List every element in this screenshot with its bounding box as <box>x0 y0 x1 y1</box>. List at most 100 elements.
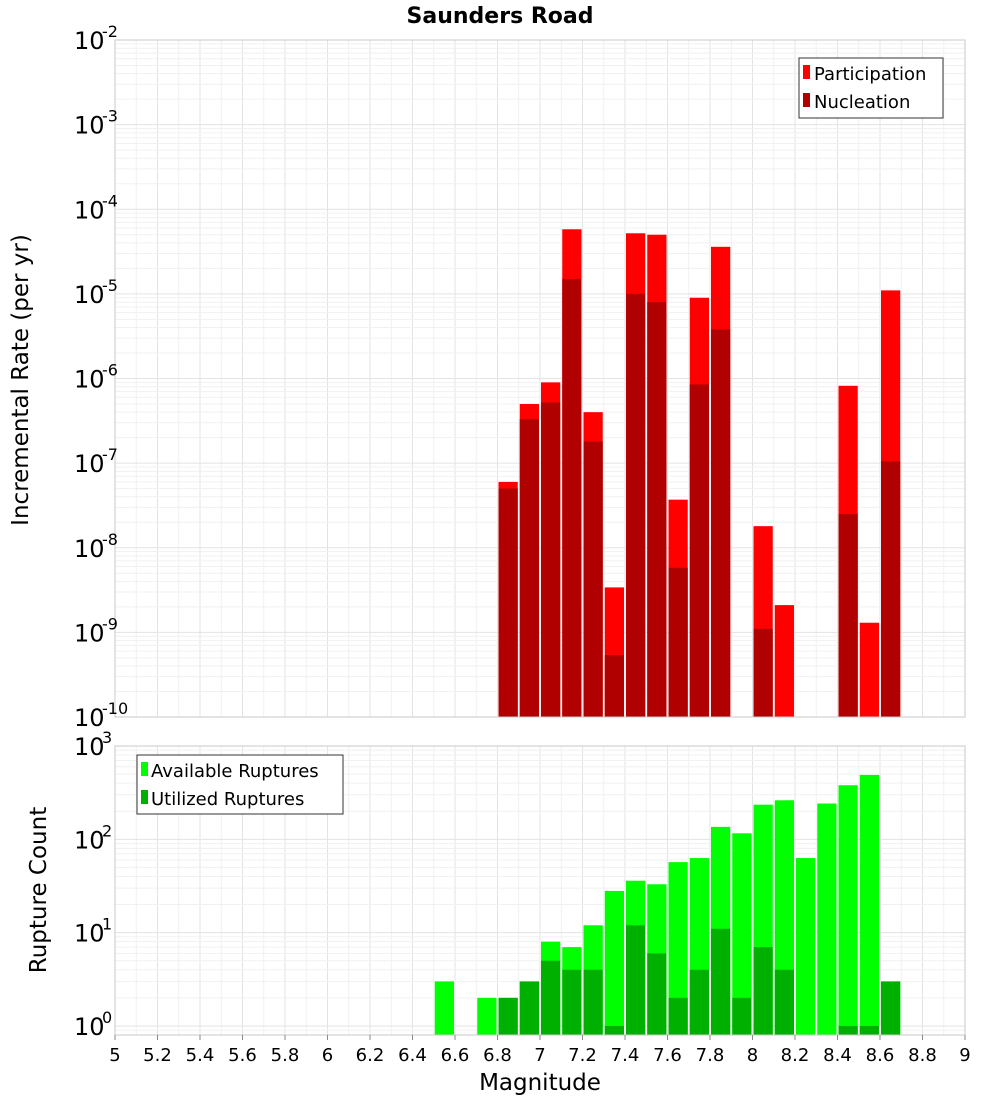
bar-participation <box>859 622 879 717</box>
top-ytick-base: 10 <box>74 619 105 647</box>
bottom-ytick-base: 10 <box>74 920 105 948</box>
top-plot-border <box>114 39 966 718</box>
top-y-axis-label: Incremental Rate (per yr) <box>8 234 34 526</box>
x-tick-label: 8.4 <box>823 1045 852 1066</box>
bottom-legend-box <box>136 754 344 815</box>
x-tick-label: 5.6 <box>228 1045 257 1066</box>
bottom-bars <box>434 774 901 1035</box>
bar-available-ruptures <box>668 862 688 1035</box>
top-ytick-exponent: -5 <box>102 276 118 295</box>
bar-utilized-ruptures <box>562 969 582 1035</box>
bar-available-ruptures <box>477 997 497 1035</box>
legend-label-participation: Participation <box>814 64 926 85</box>
top-ytick-base: 10 <box>74 281 105 309</box>
bar-available-ruptures <box>434 981 454 1035</box>
x-tick-label: 5.2 <box>143 1045 172 1066</box>
bar-nucleation <box>498 488 518 717</box>
bar-nucleation <box>562 278 582 717</box>
x-tick-label: 5.4 <box>186 1045 215 1066</box>
top-grid <box>114 39 966 718</box>
top-ytick-exponent: -6 <box>102 361 118 380</box>
bar-participation <box>774 605 794 717</box>
legend-label-available: Available Ruptures <box>151 761 319 782</box>
top-ytick-base: 10 <box>74 112 105 140</box>
bar-utilized-ruptures <box>838 1025 858 1035</box>
bar-nucleation <box>583 441 603 717</box>
x-tick-label: 8.2 <box>781 1045 810 1066</box>
x-tick-label: 6 <box>322 1045 333 1066</box>
bottom-ytick-exponent: 0 <box>102 1008 112 1027</box>
x-tick-label: 8.8 <box>908 1045 937 1066</box>
bar-utilized-ruptures <box>626 925 646 1035</box>
top-ytick-exponent: -7 <box>102 445 118 464</box>
x-tick-label: 7 <box>534 1045 545 1066</box>
bar-available-ruptures <box>604 890 624 1035</box>
x-tick-label: 9 <box>959 1045 970 1066</box>
top-bars <box>498 229 901 718</box>
top-ytick-base: 10 <box>74 450 105 478</box>
legend-swatch-participation <box>803 65 810 79</box>
bar-utilized-ruptures <box>732 997 752 1035</box>
x-tick-label: 8 <box>747 1045 758 1066</box>
bar-nucleation <box>519 419 539 717</box>
bar-utilized-ruptures <box>689 969 709 1035</box>
x-tick-label: 5.8 <box>271 1045 300 1066</box>
top-legend: Participation Nucleation <box>798 57 944 119</box>
x-axis-label: Magnitude <box>479 1070 601 1096</box>
top-ytick-base: 10 <box>74 196 105 224</box>
bar-available-ruptures <box>732 833 752 1035</box>
bar-utilized-ruptures <box>774 969 794 1035</box>
bar-available-ruptures <box>817 803 837 1035</box>
bar-available-ruptures <box>838 785 858 1035</box>
top-ytick-base: 10 <box>74 704 105 732</box>
x-tick-label: 6.8 <box>483 1045 512 1066</box>
bar-nucleation <box>668 567 688 717</box>
bar-nucleation <box>541 402 561 717</box>
bottom-ytick-base: 10 <box>74 733 105 761</box>
bar-utilized-ruptures <box>604 1025 624 1035</box>
x-tick-label: 6.2 <box>356 1045 385 1066</box>
legend-swatch-available <box>141 762 148 776</box>
bar-utilized-ruptures <box>859 1025 879 1035</box>
bottom-ytick-exponent: 2 <box>102 821 112 840</box>
legend-label-nucleation: Nucleation <box>814 92 910 113</box>
bottom-ytick-exponent: 1 <box>102 915 112 934</box>
top-legend-box <box>798 57 944 119</box>
bar-utilized-ruptures <box>519 981 539 1035</box>
bar-nucleation <box>604 655 624 717</box>
bar-nucleation <box>838 514 858 717</box>
top-ytick-exponent: -3 <box>102 107 118 126</box>
top-ytick-base: 10 <box>74 366 105 394</box>
x-tick-label: 6.4 <box>398 1045 427 1066</box>
bottom-legend: Available Ruptures Utilized Ruptures <box>136 754 344 815</box>
bottom-ytick-base: 10 <box>74 826 105 854</box>
top-ytick-base: 10 <box>74 27 105 55</box>
bar-utilized-ruptures <box>881 981 901 1035</box>
legend-label-utilized: Utilized Ruptures <box>151 789 304 810</box>
legend-swatch-nucleation <box>803 93 810 107</box>
bar-available-ruptures <box>796 858 816 1035</box>
x-tick-label: 7.2 <box>568 1045 597 1066</box>
bottom-ytick-exponent: 3 <box>102 728 112 747</box>
bar-nucleation <box>647 302 667 717</box>
bar-nucleation <box>753 628 773 717</box>
top-ytick-exponent: -8 <box>102 530 118 549</box>
x-tick-label: 8.6 <box>866 1045 895 1066</box>
top-ytick-exponent: -9 <box>102 614 118 633</box>
top-ytick-base: 10 <box>74 535 105 563</box>
x-tick-label: 7.6 <box>653 1045 682 1066</box>
bar-utilized-ruptures <box>711 928 731 1035</box>
top-ytick-exponent: -4 <box>102 191 118 210</box>
top-ytick-exponent: -2 <box>102 22 118 41</box>
bar-utilized-ruptures <box>583 969 603 1035</box>
bar-nucleation <box>626 293 646 717</box>
legend-swatch-utilized <box>141 790 148 804</box>
bar-nucleation <box>881 461 901 717</box>
bar-nucleation <box>711 329 731 717</box>
bottom-ytick-base: 10 <box>74 1013 105 1041</box>
x-tick-label: 5 <box>109 1045 120 1066</box>
x-ticks: 5 5.2 5.4 5.6 5.8 6 6.2 6.4 6.6 6.8 7 7.2 7.4 7.6 7.8 8… <box>109 1035 971 1066</box>
